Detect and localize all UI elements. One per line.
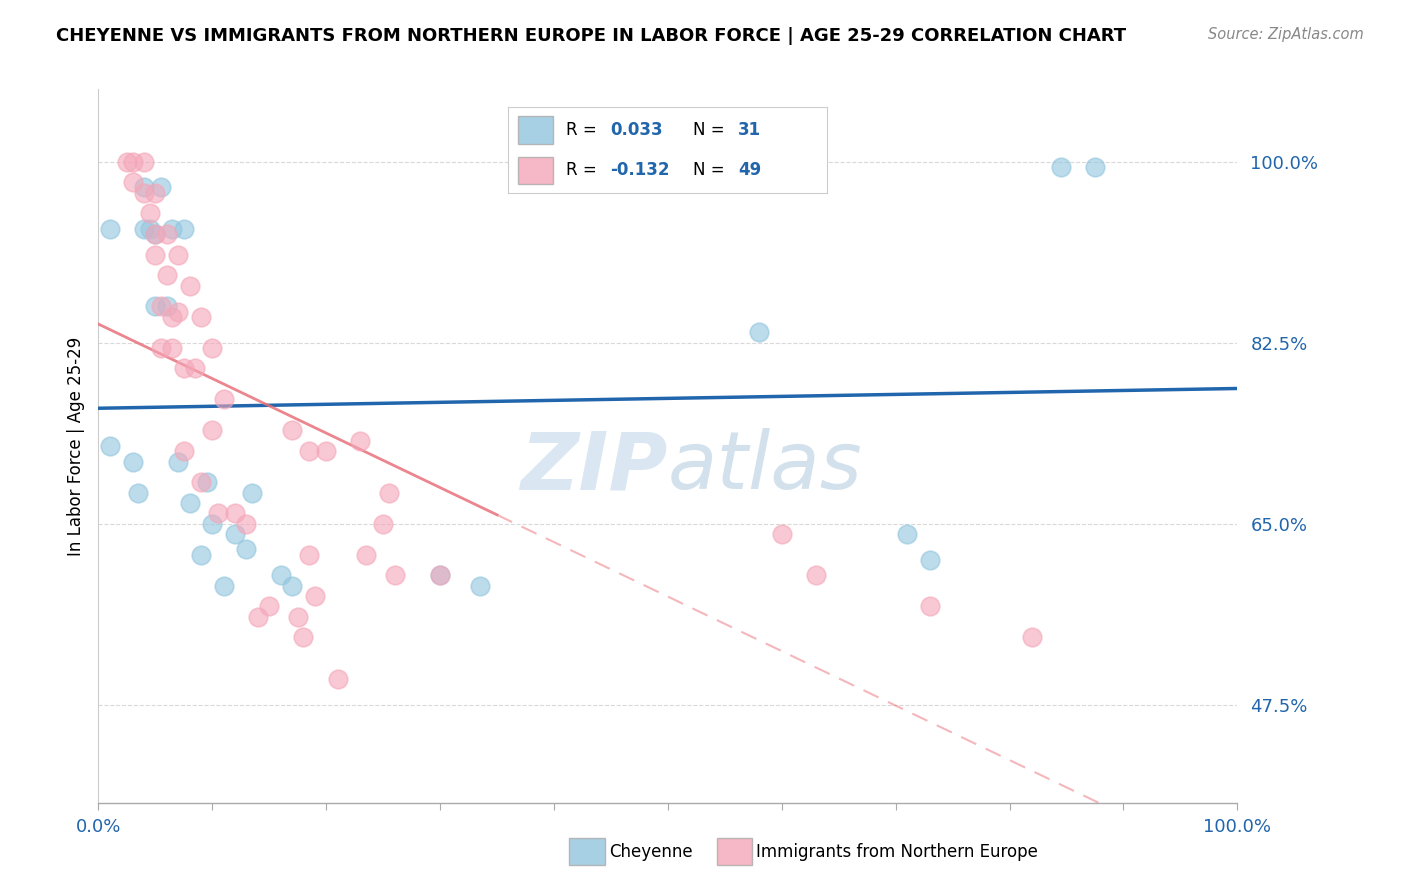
Point	[145, 227, 167, 241]
Point	[132, 180, 155, 194]
Point	[190, 310, 212, 324]
Point	[121, 454, 143, 468]
Point	[770, 527, 793, 541]
Point	[240, 485, 263, 500]
Point	[201, 516, 224, 531]
Point	[167, 304, 190, 318]
Point	[1049, 160, 1071, 174]
Point	[173, 361, 195, 376]
Point	[156, 268, 179, 283]
Text: Immigrants from Northern Europe: Immigrants from Northern Europe	[756, 843, 1038, 861]
Point	[429, 568, 451, 582]
Point	[1084, 160, 1107, 174]
Point	[132, 154, 155, 169]
Point	[167, 454, 190, 468]
Point	[468, 579, 491, 593]
Point	[98, 222, 121, 236]
Point	[179, 496, 201, 510]
Point	[281, 579, 304, 593]
Point	[162, 310, 184, 324]
Y-axis label: In Labor Force | Age 25-29: In Labor Force | Age 25-29	[66, 336, 84, 556]
Point	[156, 227, 179, 241]
Text: ZIP: ZIP	[520, 428, 668, 507]
Point	[138, 206, 160, 220]
Point	[287, 609, 309, 624]
Point	[190, 548, 212, 562]
Point	[195, 475, 218, 490]
Point	[804, 568, 827, 582]
Point	[132, 186, 155, 200]
Point	[173, 222, 195, 236]
Point	[121, 154, 143, 169]
Point	[145, 299, 167, 313]
Point	[259, 599, 281, 614]
Point	[173, 444, 195, 458]
Point	[201, 424, 224, 438]
Point	[207, 506, 229, 520]
Point	[121, 175, 143, 189]
Point	[138, 222, 160, 236]
Point	[184, 361, 207, 376]
Point	[145, 248, 167, 262]
Point	[162, 341, 184, 355]
Point	[235, 542, 257, 557]
Point	[98, 439, 121, 453]
Point	[212, 392, 235, 407]
Point	[349, 434, 371, 448]
Text: CHEYENNE VS IMMIGRANTS FROM NORTHERN EUROPE IN LABOR FORCE | AGE 25-29 CORRELATI: CHEYENNE VS IMMIGRANTS FROM NORTHERN EUR…	[56, 27, 1126, 45]
Text: Source: ZipAtlas.com: Source: ZipAtlas.com	[1208, 27, 1364, 42]
Point	[371, 516, 394, 531]
Text: atlas: atlas	[668, 428, 863, 507]
Point	[224, 506, 246, 520]
Point	[150, 180, 173, 194]
Point	[1021, 630, 1043, 644]
Point	[127, 485, 149, 500]
Point	[246, 609, 269, 624]
Point	[918, 553, 941, 567]
Point	[281, 424, 304, 438]
Point	[384, 568, 406, 582]
Point	[201, 341, 224, 355]
Point	[918, 599, 941, 614]
Point	[179, 278, 201, 293]
Point	[896, 527, 918, 541]
Point	[354, 548, 377, 562]
Point	[748, 325, 770, 339]
Point	[115, 154, 138, 169]
Point	[298, 444, 321, 458]
Point	[429, 568, 451, 582]
Point	[326, 672, 349, 686]
Point	[292, 630, 315, 644]
Point	[212, 579, 235, 593]
Point	[190, 475, 212, 490]
Point	[150, 299, 173, 313]
Point	[167, 248, 190, 262]
Point	[162, 222, 184, 236]
Point	[378, 485, 401, 500]
Point	[156, 299, 179, 313]
Point	[298, 548, 321, 562]
Point	[304, 589, 326, 603]
Point	[145, 186, 167, 200]
Point	[132, 222, 155, 236]
Point	[315, 444, 337, 458]
Point	[145, 227, 167, 241]
Point	[270, 568, 292, 582]
Point	[224, 527, 246, 541]
Text: Cheyenne: Cheyenne	[609, 843, 692, 861]
Point	[150, 341, 173, 355]
Point	[235, 516, 257, 531]
